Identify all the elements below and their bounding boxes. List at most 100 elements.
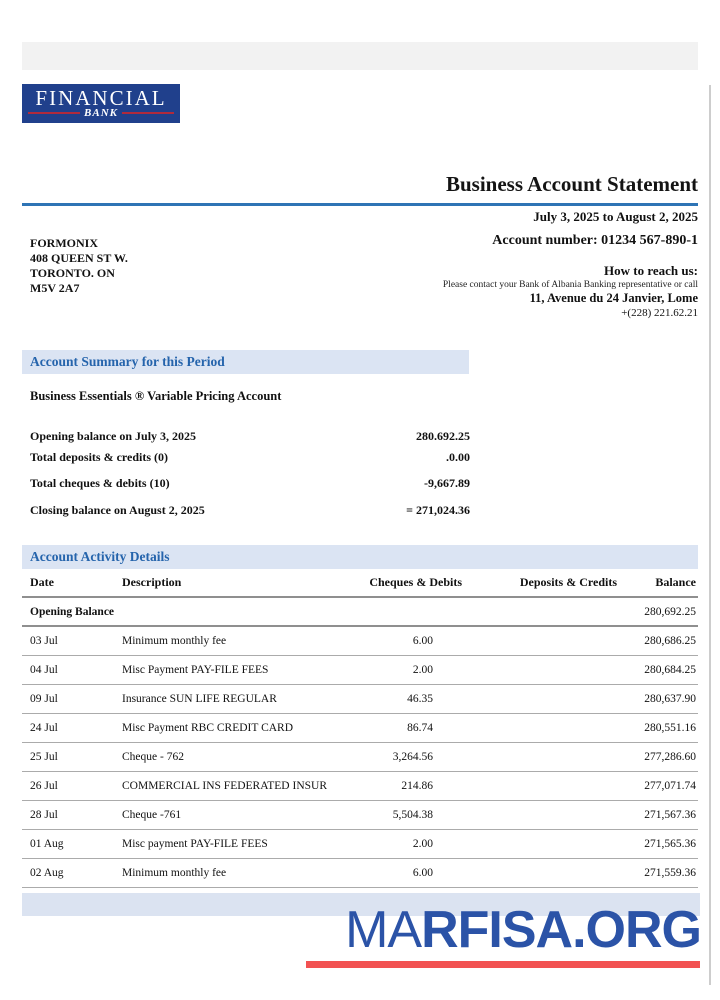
- opening-debit: [357, 597, 467, 627]
- txn-description: Cheque - 762: [122, 742, 357, 772]
- contact-heading: How to reach us:: [603, 263, 698, 278]
- table-row: 25 Jul Cheque - 762 3,264.56 277,286.60: [22, 742, 698, 772]
- logo-red-rule-right: [121, 112, 174, 114]
- txn-balance: 280,551.16: [617, 713, 698, 743]
- watermark-logo: MARFISA.ORG: [25, 901, 702, 959]
- summary-row-debits: Total cheques & debits (10) -9,667.89: [30, 476, 470, 491]
- watermark-red-underline: [306, 961, 700, 968]
- top-gray-bar: [22, 42, 698, 70]
- opening-credit: [467, 597, 617, 627]
- contact-block: How to reach us: Please contact your Ban…: [278, 262, 698, 320]
- activity-header-row: Date Description Cheques & Debits Deposi…: [22, 569, 698, 598]
- txn-credit: [467, 655, 617, 685]
- opening-balance-value: 280,692.25: [617, 597, 698, 627]
- table-row: 28 Jul Cheque -761 5,504.38 271,567.36: [22, 800, 698, 830]
- recipient-postal-code: M5V 2A7: [30, 281, 80, 295]
- contact-address: 11, Avenue du 24 Janvier, Lome: [529, 291, 698, 305]
- bottom-blue-band: [22, 893, 700, 916]
- txn-balance: 271,565.36: [617, 829, 698, 859]
- bank-logo-name: FINANCIAL: [35, 86, 167, 110]
- txn-credit: [467, 829, 617, 859]
- watermark-text-bold: RFISA.ORG: [421, 901, 702, 959]
- txn-balance: 271,567.36: [617, 800, 698, 830]
- activity-section-header: Account Activity Details: [22, 545, 698, 569]
- summary-label: Opening balance on July 3, 2025: [30, 429, 197, 443]
- txn-debit: 5,504.38: [357, 800, 467, 830]
- table-row: 02 Aug Minimum monthly fee 6.00 271,559.…: [22, 858, 698, 888]
- bank-logo-sub-row: BANK: [22, 107, 180, 119]
- column-header-credits: Deposits & Credits: [467, 569, 617, 598]
- txn-credit: [467, 626, 617, 656]
- account-number: Account number: 01234 567-890-1: [492, 233, 698, 248]
- txn-date: 28 Jul: [22, 800, 122, 830]
- recipient-city: TORONTO. ON: [30, 266, 115, 280]
- txn-description: Misc Payment PAY-FILE FEES: [122, 655, 357, 685]
- statement-period: July 3, 2025 to August 2, 2025: [533, 209, 698, 224]
- bank-logo-subtitle: BANK: [84, 107, 118, 119]
- recipient-address: FORMONIX 408 QUEEN ST W. TORONTO. ON M5V…: [30, 236, 128, 296]
- txn-balance: 280,637.90: [617, 684, 698, 714]
- page-title: Business Account Statement: [445, 172, 698, 196]
- summary-value: -9,667.89: [424, 476, 470, 490]
- txn-credit: [467, 684, 617, 714]
- summary-value: .0.00: [446, 450, 470, 464]
- txn-date: 03 Jul: [22, 626, 122, 656]
- activity-table: Date Description Cheques & Debits Deposi…: [22, 569, 698, 888]
- table-row: 04 Jul Misc Payment PAY-FILE FEES 2.00 2…: [22, 655, 698, 685]
- table-row: 01 Aug Misc payment PAY-FILE FEES 2.00 2…: [22, 829, 698, 859]
- summary-value: = 271,024.36: [406, 503, 470, 517]
- txn-description: Insurance SUN LIFE REGULAR: [122, 684, 357, 714]
- txn-description: Cheque -761: [122, 800, 357, 830]
- column-header-description: Description: [122, 569, 357, 598]
- summary-label: Total cheques & debits (10): [30, 476, 170, 490]
- txn-balance: 277,286.60: [617, 742, 698, 772]
- txn-description: Misc payment PAY-FILE FEES: [122, 829, 357, 859]
- txn-credit: [467, 713, 617, 743]
- table-row-opening-balance: Opening Balance 280,692.25: [22, 597, 698, 627]
- txn-balance: 271,559.36: [617, 858, 698, 888]
- table-row: 26 Jul COMMERCIAL INS FEDERATED INSUR 21…: [22, 771, 698, 801]
- contact-instruction: Please contact your Bank of Albania Bank…: [442, 280, 698, 290]
- txn-balance: 277,071.74: [617, 771, 698, 801]
- txn-credit: [467, 771, 617, 801]
- txn-description: Minimum monthly fee: [122, 626, 357, 656]
- txn-debit: 2.00: [357, 655, 467, 685]
- txn-debit: 3,264.56: [357, 742, 467, 772]
- summary-row-closing: Closing balance on August 2, 2025 = 271,…: [30, 503, 470, 518]
- txn-date: 09 Jul: [22, 684, 122, 714]
- txn-debit: 6.00: [357, 626, 467, 656]
- txn-date: 24 Jul: [22, 713, 122, 743]
- txn-description: Misc Payment RBC CREDIT CARD: [122, 713, 357, 743]
- bank-logo: FINANCIAL BANK: [22, 84, 180, 123]
- txn-credit: [467, 858, 617, 888]
- contact-phone: +(228) 221.62.21: [621, 307, 698, 319]
- summary-row-deposits: Total deposits & credits (0) .0.00: [30, 450, 470, 465]
- watermark-text-light: MA: [345, 901, 422, 959]
- txn-debit: 2.00: [357, 829, 467, 859]
- txn-date: 26 Jul: [22, 771, 122, 801]
- column-header-balance: Balance: [617, 569, 698, 598]
- recipient-street: 408 QUEEN ST W.: [30, 251, 128, 265]
- summary-value: 280.692.25: [416, 429, 470, 443]
- logo-red-rule-left: [28, 112, 81, 114]
- table-row: 03 Jul Minimum monthly fee 6.00 280,686.…: [22, 626, 698, 656]
- txn-balance: 280,686.25: [617, 626, 698, 656]
- title-divider-rule: [22, 203, 698, 206]
- txn-credit: [467, 742, 617, 772]
- page-right-edge: [709, 85, 711, 985]
- txn-date: 04 Jul: [22, 655, 122, 685]
- column-header-date: Date: [22, 569, 122, 598]
- txn-description: Minimum monthly fee: [122, 858, 357, 888]
- txn-description: COMMERCIAL INS FEDERATED INSUR: [122, 771, 357, 801]
- txn-credit: [467, 800, 617, 830]
- txn-date: 01 Aug: [22, 829, 122, 859]
- summary-row-opening: Opening balance on July 3, 2025 280.692.…: [30, 429, 470, 444]
- summary-label: Closing balance on August 2, 2025: [30, 503, 205, 517]
- txn-balance: 280,684.25: [617, 655, 698, 685]
- recipient-name: FORMONIX: [30, 236, 98, 250]
- table-row: 24 Jul Misc Payment RBC CREDIT CARD 86.7…: [22, 713, 698, 743]
- txn-debit: 86.74: [357, 713, 467, 743]
- opening-balance-label: Opening Balance: [22, 597, 357, 627]
- summary-label: Total deposits & credits (0): [30, 450, 168, 464]
